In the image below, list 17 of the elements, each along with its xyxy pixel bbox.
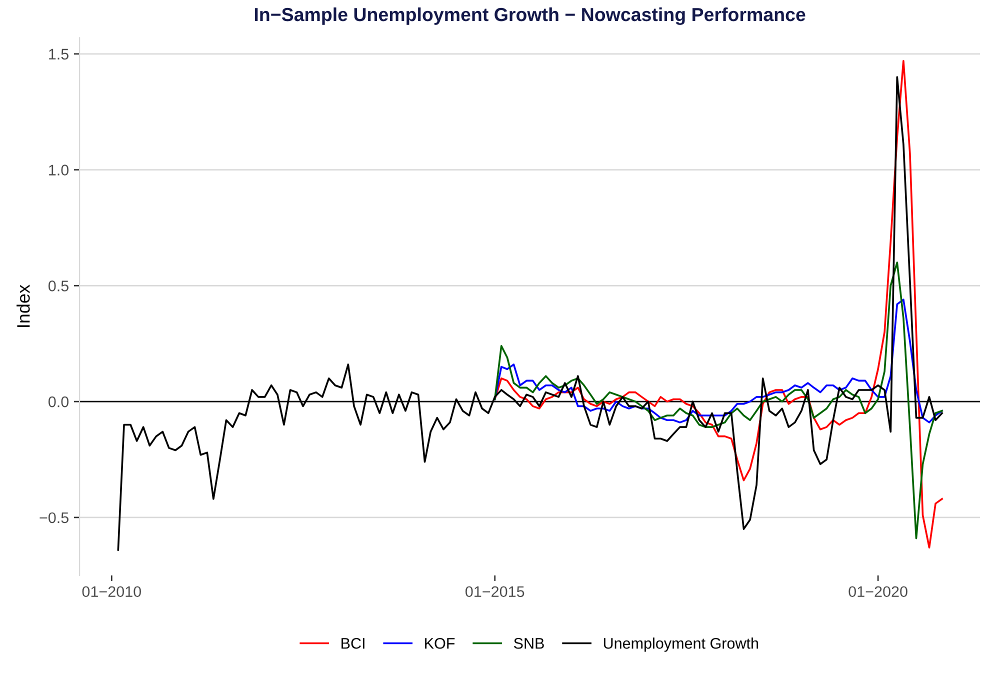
line-series: [494, 60, 943, 548]
legend-label: BCI: [342, 638, 364, 649]
x-tick-label: 01−2010: [82, 586, 142, 598]
y-tick-label: 0.0: [48, 396, 69, 408]
line-series: [494, 298, 943, 424]
y-axis-title: Index: [16, 284, 30, 327]
legend-label: KOF: [425, 638, 455, 649]
y-tick-label: 1.5: [49, 48, 68, 60]
y-tick-label: 1.0: [49, 164, 69, 176]
legend-label: SNB: [514, 638, 544, 649]
line-series: [494, 262, 943, 540]
y-tick-label: 0.5: [48, 280, 68, 292]
x-tick-label: 01−2015: [465, 586, 524, 598]
legend-label: Unemployment Growth: [604, 638, 758, 652]
x-tick-label: 01−2020: [848, 586, 908, 598]
chart-title: In−Sample Unemployment Growth − Nowcasting Performance: [254, 7, 806, 25]
y-tick-label: −0.5: [40, 512, 68, 524]
